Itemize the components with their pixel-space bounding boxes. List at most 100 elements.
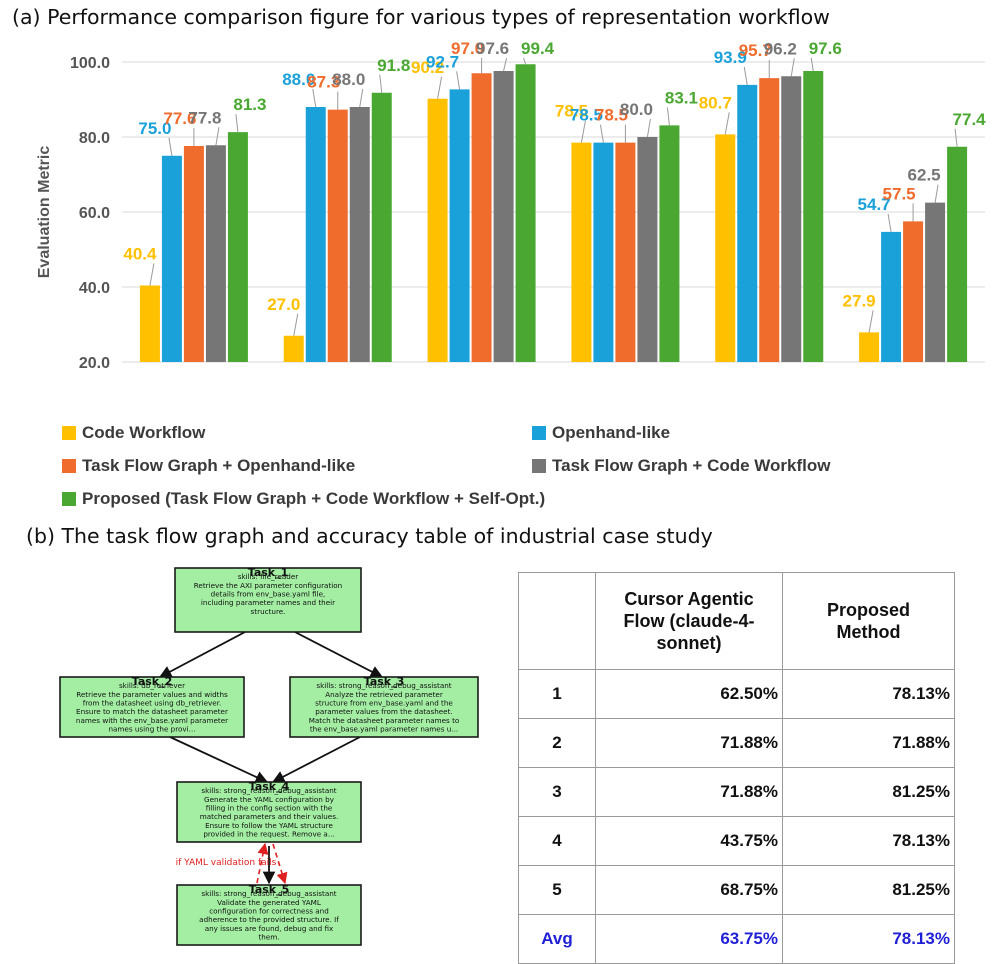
row-label: 2 — [518, 718, 596, 768]
flow-edge — [294, 631, 384, 678]
feedback-edge — [272, 843, 288, 885]
header-proposed-line: Method — [836, 622, 901, 642]
data-label: 77.6 — [163, 109, 196, 128]
task-node-text: matched parameters and their values. — [200, 812, 338, 821]
task-node-text: from the datasheet using db_retriever. — [83, 699, 222, 708]
task-node-text: the env_base.yaml parameter names u... — [310, 724, 458, 733]
legend-tfg-openhand: Task Flow Graph + Openhand-like — [62, 456, 355, 476]
data-label: 54.7 — [858, 195, 891, 214]
bar — [637, 137, 658, 362]
task-node-skills: skills: file_reader — [238, 572, 298, 581]
data-label-leader — [599, 124, 604, 143]
data-label-leader — [168, 137, 173, 156]
header-cursor-line: sonnet) — [656, 633, 722, 653]
data-label-leader — [437, 76, 443, 99]
data-label-leader — [934, 184, 939, 203]
flow-edges — [158, 631, 384, 885]
bar — [659, 125, 680, 362]
task-node-box — [59, 676, 245, 738]
task-node-text: Retrieve the parameter values and widths — [76, 690, 228, 699]
bar — [615, 142, 636, 362]
task-node-text: Validate the generated YAML — [217, 898, 321, 907]
data-label-leader — [215, 127, 220, 146]
bar — [349, 107, 370, 362]
row-label: 4 — [518, 816, 596, 866]
cursor-value: 71.88% — [595, 718, 783, 768]
data-label: 88.0 — [282, 70, 315, 89]
task-node-text: structure. — [251, 607, 286, 616]
cursor-value: 43.75% — [595, 816, 783, 866]
task-node-text: Ensure to match the datasheet parameter — [76, 707, 228, 716]
proposed-value: 81.25% — [782, 767, 955, 817]
y-tick-label: 20.0 — [79, 355, 110, 372]
task-node-text: parameter values from the datasheet. — [315, 707, 452, 716]
y-tick-label: 60.0 — [79, 205, 110, 222]
legend-label-proposed: Proposed (Task Flow Graph + Code Workflo… — [82, 489, 546, 508]
data-label: 27.9 — [843, 291, 876, 310]
data-label: 88.0 — [332, 70, 365, 89]
data-label: 78.5 — [570, 106, 603, 125]
bar — [781, 76, 802, 362]
task-node-text: Ensure to follow the YAML structure — [205, 821, 333, 830]
data-label: 77.4 — [953, 110, 987, 129]
bar — [947, 146, 968, 362]
task-node-skills: skills: db_retriever — [119, 681, 185, 690]
header-cursor-line: Cursor Agentic — [624, 589, 754, 609]
proposed-value: 78.13% — [782, 816, 955, 866]
data-label: 90.2 — [411, 58, 444, 77]
legend-label-openhand-like: Openhand-like — [552, 423, 671, 442]
bar — [227, 132, 248, 362]
panel-b-title: (b) The task flow graph and accuracy tab… — [26, 524, 713, 548]
legend-label-code-workflow: Code Workflow — [82, 423, 206, 442]
bar — [427, 98, 448, 362]
table-row: 4 43.75% 78.13% — [518, 816, 955, 866]
legend-label-tfg-openhand: Task Flow Graph + Openhand-like — [82, 456, 356, 475]
data-label-leader — [149, 263, 155, 286]
task-node-text: any issues are found, debug and fix — [205, 924, 334, 933]
task-node-title: Task_3 — [364, 675, 405, 688]
task-node-skills: skills: strong_reason_debug_assistant — [201, 786, 336, 795]
accuracy-table: Cursor Agentic Flow (claude-4- sonnet) P… — [518, 572, 955, 964]
task-node-text: details from env_base.yaml file, — [211, 590, 326, 599]
data-label: 57.5 — [883, 184, 916, 203]
header-cursor-line: Flow (claude-4- — [623, 611, 755, 631]
bar — [715, 134, 736, 362]
avg-proposed-value: 78.13% — [782, 914, 955, 964]
data-label: 78.5 — [595, 106, 628, 125]
data-label-leader — [580, 120, 586, 143]
data-label: 95.7 — [739, 41, 772, 60]
proposed-value: 71.88% — [782, 718, 955, 768]
bar — [903, 221, 924, 362]
task-node-text: Analyze the retrieved parameter — [325, 690, 443, 699]
proposed-value: 78.13% — [782, 669, 955, 719]
table-row: 1 62.50% 78.13% — [518, 669, 955, 719]
data-label-leader — [724, 112, 730, 135]
legend-label-tfg-code: Task Flow Graph + Code Workflow — [552, 456, 831, 475]
data-label-leader — [954, 128, 958, 147]
data-label: 97.6 — [809, 40, 842, 58]
proposed-value: 81.25% — [782, 865, 955, 915]
header-proposed-line: Proposed — [826, 600, 910, 620]
task-node-skills: skills: strong_reason_debug_assistant — [316, 681, 451, 690]
task-node-text: adherence to the provided structure. If — [199, 915, 339, 924]
data-label-leader — [523, 57, 527, 65]
data-label: 81.3 — [233, 95, 266, 114]
bar — [183, 146, 204, 362]
bar — [737, 84, 758, 362]
bar — [493, 71, 514, 362]
bar — [305, 107, 326, 362]
data-label: 91.8 — [377, 56, 410, 75]
bar — [925, 202, 946, 362]
table-row: 2 71.88% 71.88% — [518, 718, 955, 768]
cursor-value: 68.75% — [595, 865, 783, 915]
task-node-text: Generate the YAML configuration by — [204, 795, 335, 804]
task-node-text: filling in the config section with the — [206, 804, 333, 813]
legend-code-workflow: Code Workflow — [62, 423, 205, 443]
data-label: 40.4 — [123, 245, 157, 264]
legend-swatch-code-workflow — [62, 426, 76, 440]
legend-swatch-proposed — [62, 492, 76, 506]
bar — [571, 142, 592, 362]
